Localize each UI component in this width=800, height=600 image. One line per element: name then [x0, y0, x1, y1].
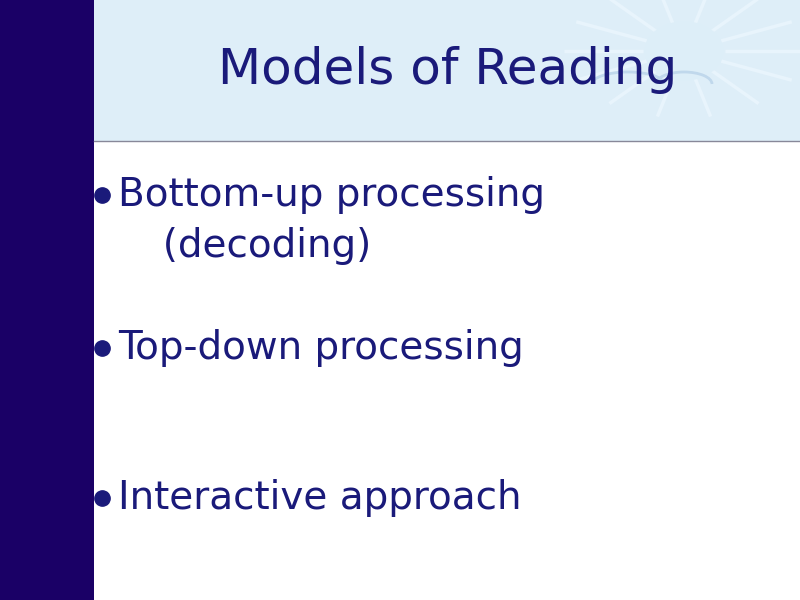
- Text: Bottom-up processing: Bottom-up processing: [118, 176, 546, 214]
- Circle shape: [646, 22, 722, 80]
- FancyBboxPatch shape: [0, 0, 800, 141]
- Text: Top-down processing: Top-down processing: [118, 329, 524, 367]
- Text: Models of Reading: Models of Reading: [218, 46, 677, 94]
- Text: (decoding): (decoding): [138, 227, 372, 265]
- Text: Interactive approach: Interactive approach: [118, 479, 522, 517]
- FancyBboxPatch shape: [0, 0, 94, 600]
